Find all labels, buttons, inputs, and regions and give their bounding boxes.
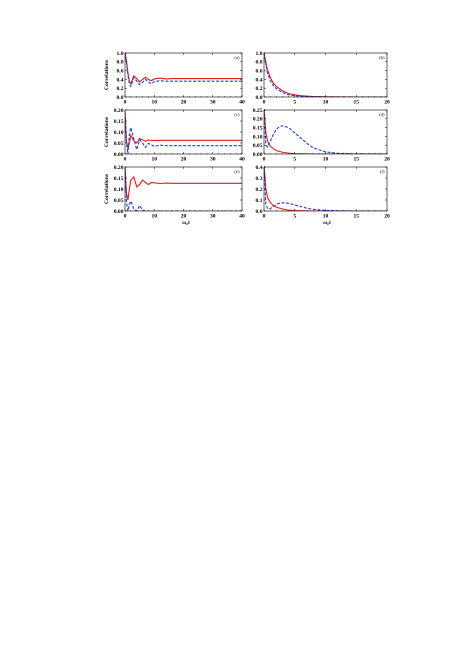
x-tick-label: 0 xyxy=(124,214,127,220)
x-tick-label: 5 xyxy=(293,214,296,220)
x-tick-label: 40 xyxy=(239,157,245,163)
x-tick-label: 10 xyxy=(323,214,329,220)
panel-label-a: (a) xyxy=(234,55,240,60)
y-tick-label: 0.15 xyxy=(253,126,263,132)
y-tick-label: 1.0 xyxy=(117,51,124,57)
y-tick-label: 0.3 xyxy=(256,176,263,182)
x-tick-label: 10 xyxy=(151,100,157,106)
x-tick-label: 10 xyxy=(151,157,157,163)
x-tick-label: 0 xyxy=(263,100,266,106)
y-tick-label: 0.0 xyxy=(256,209,263,215)
series-line-solid-red xyxy=(264,109,387,154)
panel-e: 0 10 20 30 40 0.00 0.05 0.10 0.15 0.20 (e) Correlat… xyxy=(104,165,245,220)
x-tick-label: 20 xyxy=(181,214,187,220)
y-tick-label: 0.10 xyxy=(114,187,124,193)
y-tick-label: 0.00 xyxy=(253,152,263,158)
series-line-solid-red xyxy=(125,166,242,201)
y-tick-label: 0.10 xyxy=(253,134,263,140)
panel-d: 0 5 10 15 20 0.00 0.05 0.10 0.15 0.20 0.25 (d) xyxy=(253,108,390,163)
panel-f: 0 5 10 15 20 0.0 0.1 0.2 0.3 0.4 (f) xyxy=(256,165,391,220)
x-tick-label: 0 xyxy=(263,157,266,163)
x-tick-label: 15 xyxy=(353,214,359,220)
y-tick-label: 0.6 xyxy=(256,69,263,75)
x-tick-label: 20 xyxy=(384,214,390,220)
x-tick-label: 20 xyxy=(181,100,187,106)
panel-a: 0 10 20 30 40 0.0 0.2 0.4 0.6 0.8 1.0 (a) Correlatio… xyxy=(104,51,245,106)
y-tick-label: 0.05 xyxy=(114,198,124,204)
panel-b: 0 5 10 15 20 0.0 0.2 0.4 0.6 0.8 1.0 (b) xyxy=(256,51,391,106)
y-tick-label: 0.8 xyxy=(256,60,263,66)
x-tick-label: 30 xyxy=(210,157,216,163)
series-line-dashed-blue xyxy=(125,112,242,154)
panel-label-b: (b) xyxy=(379,55,385,60)
series-line-solid-red xyxy=(125,112,242,149)
chart-panels: 0 10 20 30 40 0.0 0.2 0.4 0.6 0.8 1.0 (a) Correlatio… xyxy=(104,51,390,220)
x-tick-label: 10 xyxy=(323,157,329,163)
x-tick-label: 20 xyxy=(384,157,390,163)
panel-label-e: (e) xyxy=(234,169,240,174)
y-axis-title: Correlations xyxy=(104,173,110,204)
series-line-dashed-blue xyxy=(264,52,387,97)
y-tick-label: 0.00 xyxy=(114,152,124,158)
y-tick-label: 0.20 xyxy=(253,117,263,123)
x-tick-label: 0 xyxy=(124,157,127,163)
x-tick-label: 5 xyxy=(293,157,296,163)
panel-c: 0 10 20 30 40 0.00 0.05 0.10 0.15 0.20 (c) Correlat… xyxy=(104,108,245,163)
x-tick-label: 20 xyxy=(384,100,390,106)
y-tick-label: 0.0 xyxy=(117,95,124,101)
y-tick-label: 0.4 xyxy=(117,77,124,83)
y-tick-label: 0.4 xyxy=(256,165,263,171)
y-tick-label: 0.2 xyxy=(256,86,263,92)
y-tick-label: 0.10 xyxy=(114,130,124,136)
x-tick-label: 30 xyxy=(210,100,216,106)
x-axis-title-right: ω₀t xyxy=(323,220,331,226)
x-tick-label: 5 xyxy=(293,100,296,106)
series-line-solid-red xyxy=(264,166,387,211)
x-tick-label: 40 xyxy=(239,214,245,220)
y-tick-label: 0.2 xyxy=(256,187,263,193)
series-line-solid-red xyxy=(125,52,242,86)
y-tick-label: 0.15 xyxy=(114,176,124,182)
panel-label-c: (c) xyxy=(234,112,240,117)
y-tick-label: 0.20 xyxy=(114,108,124,114)
y-tick-label: 0.6 xyxy=(117,69,124,75)
panel-label-d: (d) xyxy=(379,112,385,117)
y-tick-label: 0.0 xyxy=(256,95,263,101)
x-tick-label: 20 xyxy=(181,157,187,163)
y-tick-label: 0.4 xyxy=(256,77,263,83)
y-tick-label: 1.0 xyxy=(256,51,263,57)
y-axis-title: Correlations xyxy=(104,116,110,147)
y-tick-label: 0.00 xyxy=(114,209,124,215)
series-line-dashed-blue xyxy=(125,52,242,88)
y-tick-label: 0.2 xyxy=(117,86,124,92)
x-tick-label: 0 xyxy=(263,214,266,220)
y-tick-label: 0.20 xyxy=(114,165,124,171)
y-tick-label: 0.05 xyxy=(114,141,124,147)
x-tick-label: 40 xyxy=(239,100,245,106)
y-tick-label: 0.8 xyxy=(117,60,124,66)
y-tick-label: 0.1 xyxy=(256,198,263,204)
series-line-dashed-blue xyxy=(264,166,387,211)
x-tick-label: 10 xyxy=(151,214,157,220)
x-tick-label: 15 xyxy=(353,100,359,106)
x-tick-label: 15 xyxy=(353,157,359,163)
panel-label-f: (f) xyxy=(380,169,385,174)
x-axis-title-left: ω₀t xyxy=(182,220,190,226)
y-axis-title: Correlations xyxy=(104,59,110,90)
x-tick-label: 30 xyxy=(210,214,216,220)
x-tick-label: 0 xyxy=(124,100,127,106)
x-tick-label: 10 xyxy=(323,100,329,106)
y-tick-label: 0.15 xyxy=(114,119,124,125)
y-tick-label: 0.25 xyxy=(253,108,263,114)
series-line-dashed-blue xyxy=(264,109,387,154)
y-tick-label: 0.05 xyxy=(253,143,263,149)
series-line-dashed-blue xyxy=(125,166,242,211)
